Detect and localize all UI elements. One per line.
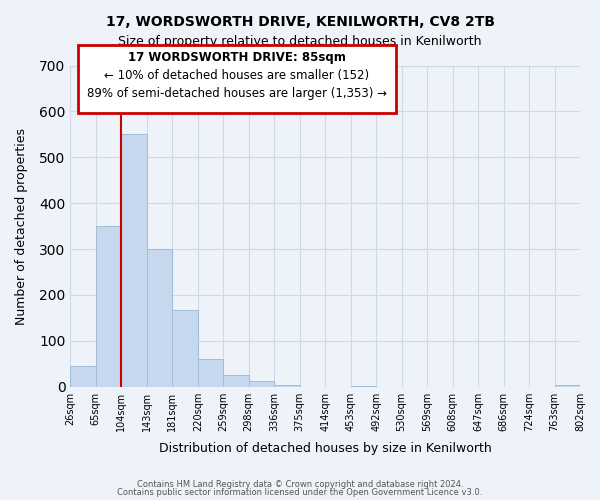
X-axis label: Distribution of detached houses by size in Kenilworth: Distribution of detached houses by size … — [159, 442, 491, 455]
Text: Contains public sector information licensed under the Open Government Licence v3: Contains public sector information licen… — [118, 488, 482, 497]
Bar — [96, 226, 121, 386]
Bar — [121, 134, 147, 386]
Bar — [554, 385, 580, 386]
Text: 17 WORDSWORTH DRIVE: 85sqm: 17 WORDSWORTH DRIVE: 85sqm — [128, 51, 346, 64]
Text: 17, WORDSWORTH DRIVE, KENILWORTH, CV8 2TB: 17, WORDSWORTH DRIVE, KENILWORTH, CV8 2T… — [106, 15, 494, 29]
Y-axis label: Number of detached properties: Number of detached properties — [15, 128, 28, 324]
Bar — [70, 366, 96, 386]
Bar — [223, 375, 249, 386]
Bar — [274, 385, 299, 386]
Bar — [249, 381, 274, 386]
Bar — [147, 249, 172, 386]
Text: ← 10% of detached houses are smaller (152): ← 10% of detached houses are smaller (15… — [104, 69, 370, 82]
Text: 89% of semi-detached houses are larger (1,353) →: 89% of semi-detached houses are larger (… — [87, 88, 387, 101]
Bar — [172, 310, 198, 386]
Text: Contains HM Land Registry data © Crown copyright and database right 2024.: Contains HM Land Registry data © Crown c… — [137, 480, 463, 489]
Bar — [198, 359, 223, 386]
Text: Size of property relative to detached houses in Kenilworth: Size of property relative to detached ho… — [118, 35, 482, 48]
